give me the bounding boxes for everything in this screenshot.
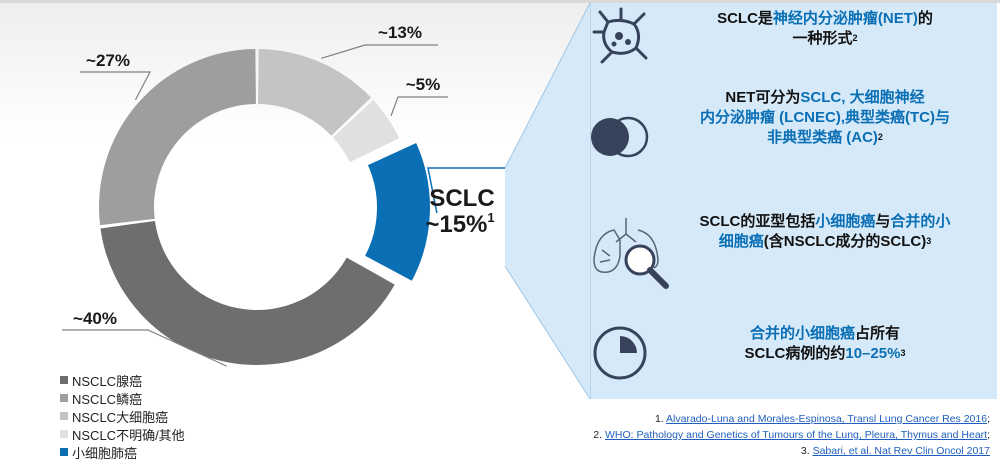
donut-slice-adeno	[100, 220, 395, 366]
legend-swatch	[60, 430, 68, 438]
leader-line-sclc	[427, 167, 505, 214]
legend-label: NSCLC鳞癌	[72, 391, 143, 407]
pct-label-adeno: ~40%	[73, 309, 117, 328]
reference-link-1[interactable]: Alvarado-Luna and Morales-Espinosa, Tran…	[666, 413, 988, 425]
legend-swatch	[60, 376, 68, 384]
leader-line-large-cell	[321, 44, 438, 59]
info-panel	[590, 3, 997, 399]
feature-text-4: 合并的小细胞癌占所有 SCLC病例的约10–25%3	[744, 325, 906, 362]
legend-label: NSCLC不明确/其他	[72, 427, 185, 443]
sclc-callout-name: SCLC	[429, 185, 494, 212]
legend-item-other: NSCLC不明确/其他	[60, 425, 185, 443]
leader-line-other	[390, 96, 448, 117]
legend-item-squamous: NSCLC鳞癌	[60, 389, 185, 407]
pct-label-other: ~5%	[406, 75, 441, 94]
reference-1: 1. Alvarado-Luna and Morales-Espinosa, T…	[654, 413, 990, 425]
chart-legend: NSCLC腺癌 NSCLC鳞癌 NSCLC大细胞癌 NSCLC不明确/其他 小细…	[60, 371, 185, 461]
legend-label: 小细胞肺癌	[72, 445, 138, 461]
donut-slice-large-cell	[258, 49, 372, 136]
legend-swatch	[60, 448, 68, 456]
reference-link-3[interactable]: Sabari, et al. Nat Rev Clin Oncol 2017	[812, 445, 990, 457]
legend-label: NSCLC大细胞癌	[72, 409, 169, 425]
donut-slice-other	[332, 100, 400, 163]
neuroendocrine-cell-icon	[592, 7, 648, 64]
legend-item-sclc: 小细胞肺癌	[60, 443, 185, 461]
leader-line-squamous	[80, 71, 151, 101]
feature-text-1: SCLC是神经内分泌肿瘤(NET)的 一种形式2	[717, 10, 933, 47]
reference-link-2[interactable]: WHO: Pathology and Genetics of Tumours o…	[604, 429, 988, 441]
pct-label-squamous: ~27%	[86, 51, 130, 70]
donut-slice-sclc	[362, 140, 432, 284]
leader-line-adeno	[62, 329, 227, 367]
venn-diagram-icon	[591, 116, 649, 158]
feature-text-3: SCLC的亚型包括小细胞癌与合并的小 细胞癌(含NSCLC成分的SCLC)3	[699, 213, 951, 250]
connector-edge-bottom	[504, 265, 591, 400]
donut-slice-squamous	[99, 49, 256, 226]
legend-item-large-cell: NSCLC大细胞癌	[60, 407, 185, 425]
top-rule	[0, 0, 1000, 3]
legend-swatch	[60, 412, 68, 420]
legend-label: NSCLC腺癌	[72, 373, 143, 389]
references: 1. Alvarado-Luna and Morales-Espinosa, T…	[593, 411, 990, 459]
legend-item-adeno: NSCLC腺癌	[60, 371, 185, 389]
callout-connector	[505, 3, 590, 399]
lung-magnifier-icon	[593, 218, 669, 289]
reference-3: 3. Sabari, et al. Nat Rev Clin Oncol 201…	[800, 445, 990, 457]
reference-2: 2. WHO: Pathology and Genetics of Tumour…	[593, 429, 990, 441]
sclc-callout-value: ~15%1	[425, 210, 494, 238]
pct-label-large-cell: ~13%	[378, 23, 422, 42]
feature-text-2: NET可分为SCLC, 大细胞神经 内分泌肿瘤 (LCNEC),典型类癌(TC)…	[700, 89, 950, 146]
connector-edge-top	[504, 2, 591, 169]
legend-swatch	[60, 394, 68, 402]
pie-quarter-icon	[593, 326, 647, 380]
